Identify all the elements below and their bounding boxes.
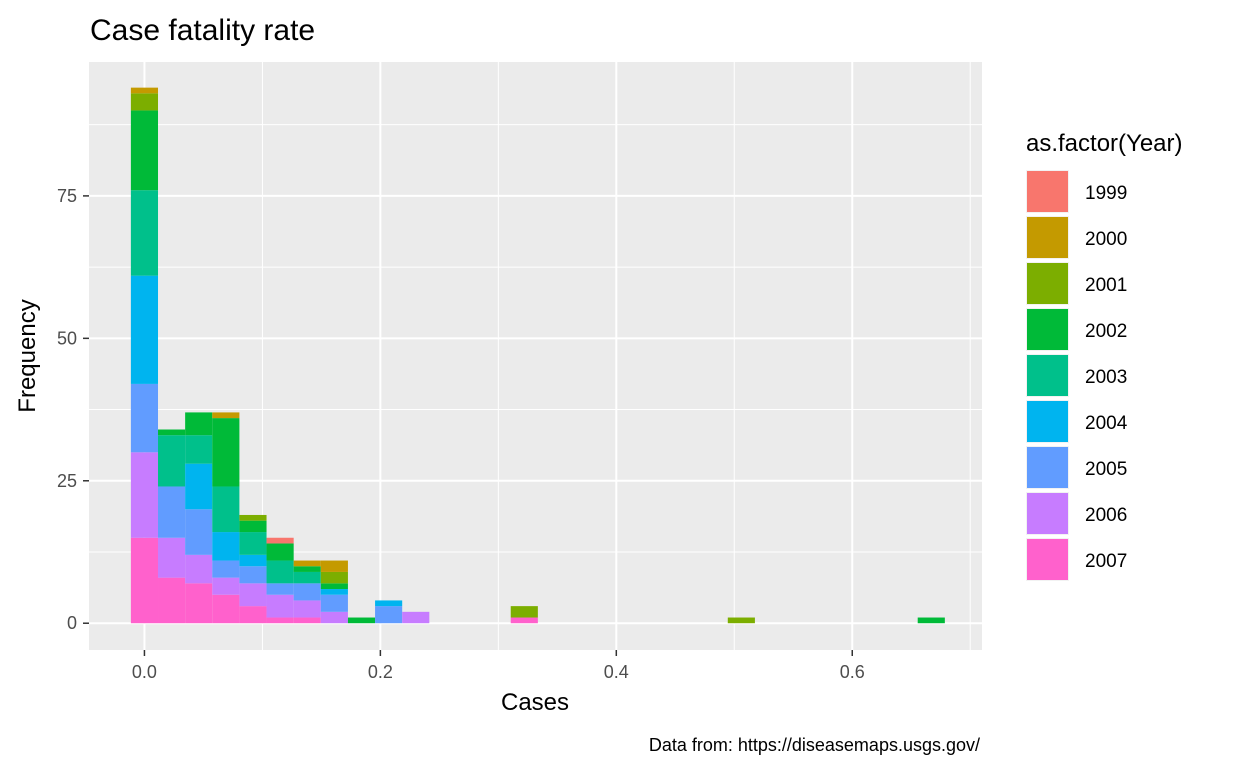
x-axis: 0.0 0.2 0.4 0.6 [132,650,865,682]
legend-label-1999: 1999 [1085,183,1127,204]
bar-segment-2002 [293,566,321,572]
bar-segment-2007 [266,617,294,624]
data-source-caption: Data from: https://diseasemaps.usgs.gov/ [649,735,980,755]
y-tick-label: 0 [67,613,77,633]
bar-segment-2005 [293,583,321,601]
bar-segment-2006 [320,611,348,624]
x-tick-label: 0.0 [132,662,157,682]
bar-segment-2006 [293,600,321,618]
legend-swatch-2005 [1027,447,1068,488]
bar-segment-2001 [130,93,159,111]
legend-swatch-2006 [1027,493,1068,534]
legend: as.factor(Year) 1999 2000 2001 2002 2003 2004… [1026,130,1183,581]
legend-swatch-2007 [1027,539,1068,580]
bar-segment-2002 [158,429,186,436]
bar-segment-2005 [320,594,348,612]
x-tick-label: 0.4 [604,662,629,682]
bar-segment-2004 [320,589,348,595]
bar-segment-2002 [917,617,945,624]
bar-segment-2005 [375,606,403,624]
bar-segment-2004 [239,554,267,567]
legend-label-2003: 2003 [1085,367,1127,388]
legend-swatch-2001 [1027,263,1068,304]
bar-segment-2006 [130,452,159,538]
bar-segment-2003 [212,486,240,533]
bar-segment-2004 [130,275,159,384]
legend-label-2007: 2007 [1085,551,1127,572]
y-axis-title: Frequency [14,299,41,412]
bar-segment-2004 [185,463,213,510]
bar-segment-2006 [158,537,186,578]
minor-gridlines [89,62,982,650]
bar-segment-2002 [212,418,240,487]
bar-segment-2006 [239,583,267,607]
chart-title: Case fatality rate [90,14,315,47]
bar-segment-2006 [402,611,430,624]
bar-segment-2006 [185,554,213,584]
bar-segment-2003 [266,560,294,584]
bar-segment-2005 [212,560,240,578]
bar-segment-2005 [158,486,186,538]
bar-segment-2002 [185,412,213,436]
bar-segment-2003 [239,532,267,555]
bar-segment-1999 [266,537,294,544]
bar-segment-2005 [266,583,294,595]
bar-segment-2003 [293,571,321,584]
x-tick-label: 0.2 [368,662,393,682]
bar-segment-2000 [320,560,348,572]
legend-label-2004: 2004 [1085,413,1128,434]
bar-segment-2000 [212,412,240,419]
legend-label-2000: 2000 [1085,229,1127,250]
y-axis: 0 25 50 75 [57,186,89,633]
x-tick-label: 0.6 [840,662,865,682]
bar-segment-2007 [293,617,321,624]
legend-swatch-2004 [1027,401,1068,442]
bar-segment-2005 [185,509,213,555]
bar-segment-2005 [239,566,267,584]
histogram-bars [130,87,945,624]
bar-segment-2002 [347,617,376,624]
bar-segment-2005 [130,383,159,453]
bar-segment-2007 [212,594,240,624]
bar-segment-2006 [212,577,240,595]
bar-segment-2003 [130,190,159,276]
legend-label-2006: 2006 [1085,505,1127,526]
bar-segment-2007 [239,606,267,624]
bar-segment-2007 [158,577,186,624]
legend-swatch-2000 [1027,217,1068,258]
bar-segment-2003 [185,435,213,464]
legend-label-2005: 2005 [1085,459,1127,480]
legend-title: as.factor(Year) [1026,130,1183,157]
y-tick-label: 25 [57,471,77,491]
bar-segment-2001 [320,571,348,584]
y-tick-label: 50 [57,328,77,348]
bar-segment-2001 [727,617,755,624]
x-axis-title: Cases [501,689,569,716]
bar-segment-2007 [510,617,538,624]
bar-segment-2002 [130,110,159,191]
bar-segment-2003 [158,435,186,487]
bar-segment-2000 [293,560,321,567]
legend-swatch-1999 [1027,171,1068,212]
bar-segment-2001 [239,514,267,521]
legend-label-2001: 2001 [1085,275,1127,296]
bar-segment-2001 [510,606,538,618]
bar-segment-2002 [239,520,267,533]
bar-segment-2004 [212,532,240,561]
bar-segment-2007 [185,583,213,624]
bar-segment-2002 [320,583,348,590]
y-tick-label: 75 [57,186,77,206]
bar-segment-2006 [266,594,294,618]
bar-segment-2007 [130,537,159,624]
legend-label-2002: 2002 [1085,321,1127,342]
bar-segment-2002 [266,543,294,561]
legend-swatch-2002 [1027,309,1068,350]
bar-segment-2004 [375,600,403,607]
legend-swatch-2003 [1027,355,1068,396]
bar-segment-2000 [130,87,159,94]
